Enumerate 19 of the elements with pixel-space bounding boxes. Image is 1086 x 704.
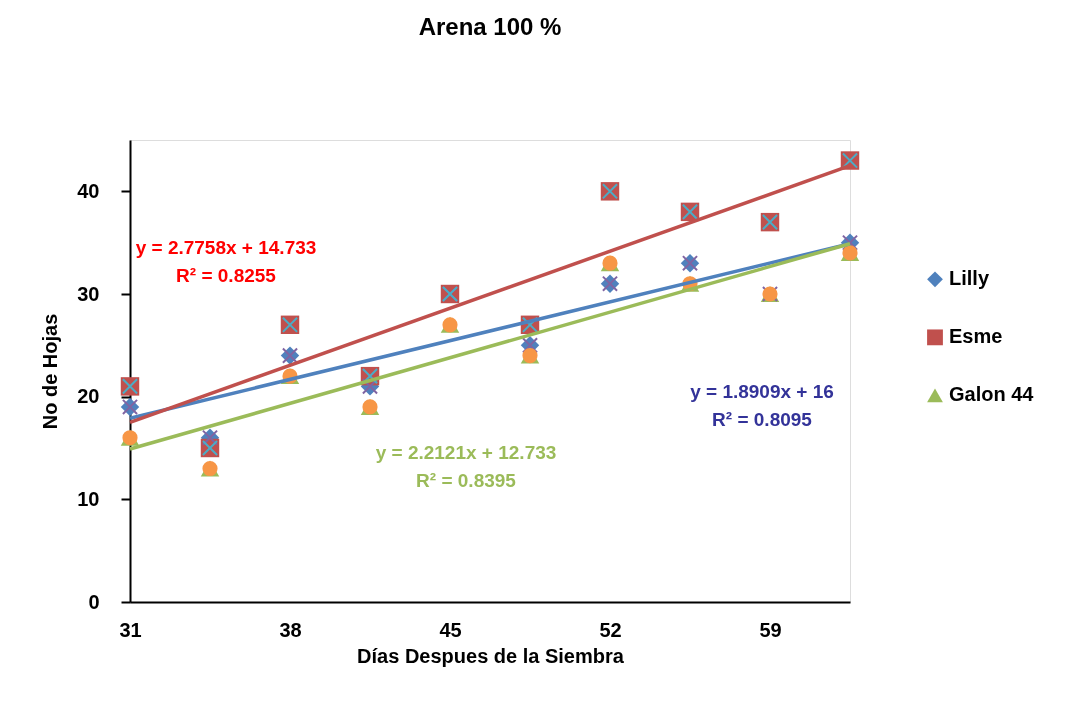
legend-label: Galon 44 bbox=[949, 383, 1035, 406]
y-axis-title: No de Hojas bbox=[39, 313, 62, 430]
y-tick-label: 0 bbox=[88, 590, 100, 613]
x-tick-label: 31 bbox=[119, 618, 142, 641]
y-tick-label: 30 bbox=[77, 282, 100, 305]
y-tick-label: 10 bbox=[77, 487, 100, 510]
legend-label: Esme bbox=[949, 325, 1003, 348]
y-tick-label: 20 bbox=[77, 385, 100, 408]
legend-label: Lilly bbox=[949, 267, 990, 290]
x-tick-label: 38 bbox=[279, 618, 302, 641]
annotation: y = 2.7758x + 14.733 R² = 0.8255 bbox=[135, 236, 317, 286]
x-tick-label: 52 bbox=[599, 618, 622, 641]
x-tick-label: 45 bbox=[439, 618, 462, 641]
chart-title: Arena 100 % bbox=[418, 13, 562, 40]
x-axis-title: Días Despues de la Siembra bbox=[357, 644, 625, 667]
annotation: y = 1.8909x + 16 R² = 0.8095 bbox=[690, 380, 834, 430]
y-tick-label: 40 bbox=[77, 179, 100, 202]
annotation: y = 2.2121x + 12.733 R² = 0.8395 bbox=[375, 442, 557, 492]
x-tick-label: 59 bbox=[759, 618, 782, 641]
